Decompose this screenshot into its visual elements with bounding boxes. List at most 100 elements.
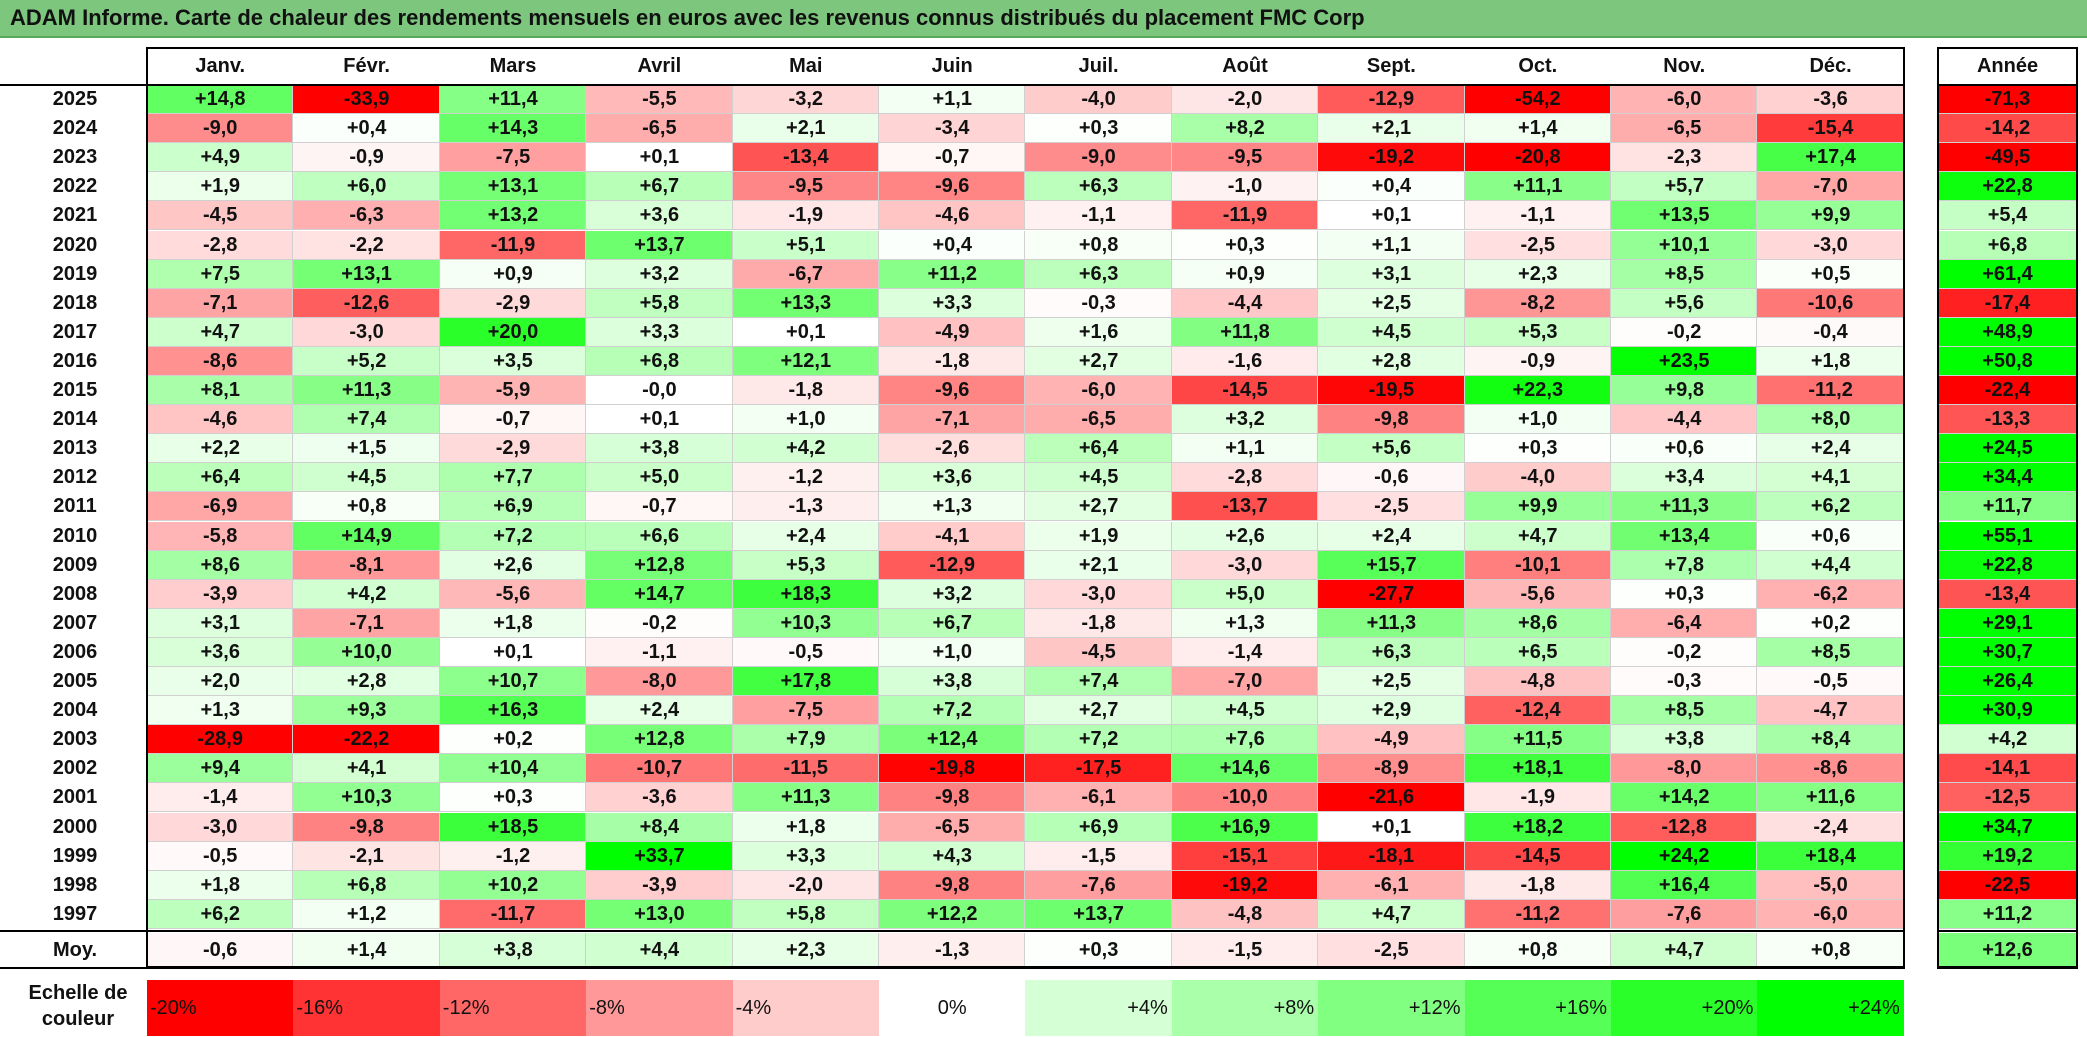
- annual-cell: [1938, 143, 2077, 173]
- heatmap-cell: [1171, 725, 1319, 755]
- heatmap-cell: [147, 346, 294, 376]
- heatmap-value: -2,4: [1813, 815, 1848, 838]
- heatmap-value: +3,5: [493, 349, 533, 372]
- heatmap-cell: [586, 172, 733, 202]
- heatmap-cell: [586, 143, 733, 173]
- heatmap-cell: [1025, 114, 1172, 144]
- heatmap-cell: [1757, 230, 1904, 260]
- heatmap-cell: [1464, 114, 1611, 144]
- annual-cell: [1938, 812, 2077, 842]
- heatmap-value: -27,7: [1368, 582, 1415, 605]
- heatmap-value: -19,5: [1368, 379, 1415, 401]
- annual-cell: [1938, 637, 2077, 667]
- heatmap-cell: [1611, 405, 1758, 435]
- heatmap-cell: [879, 899, 1026, 929]
- heatmap-cell: [732, 405, 879, 435]
- heatmap-cell: [1611, 521, 1758, 551]
- heatmap-cell: [586, 434, 733, 464]
- annual-value: +55,1: [1982, 524, 2033, 547]
- heatmap-cell: [293, 783, 440, 813]
- heatmap-value: +11,1: [1513, 175, 1563, 198]
- column-header: Avril: [637, 55, 682, 77]
- heatmap-value: -0,0: [642, 379, 677, 401]
- heatmap-value: -3,9: [642, 873, 677, 896]
- annual-cell: [1938, 230, 2077, 260]
- heatmap-value: +2,7: [1078, 349, 1119, 372]
- heatmap-value: +1,9: [1078, 524, 1119, 547]
- heatmap-value: +1,0: [1518, 408, 1558, 431]
- heatmap-cell: [293, 550, 440, 580]
- heatmap-value: -0,3: [1081, 291, 1116, 314]
- annual-value: +11,2: [1982, 902, 2033, 925]
- heatmap-cell: [1464, 696, 1611, 726]
- heatmap-cell: [1025, 288, 1172, 318]
- heatmap-cell: [1464, 376, 1611, 406]
- heatmap-value: -8,0: [1666, 757, 1702, 780]
- annual-value: +48,9: [1982, 320, 2033, 343]
- heatmap-cell: [1464, 608, 1611, 638]
- column-header: Déc.: [1809, 55, 1852, 77]
- heatmap-value: -3,6: [1813, 88, 1848, 110]
- heatmap-value: -18,1: [1368, 844, 1415, 867]
- heatmap-cell: [1757, 463, 1904, 493]
- heatmap-value: -4,9: [934, 320, 970, 343]
- heatmap-cell: [732, 317, 879, 347]
- heatmap-value: +0,4: [932, 233, 972, 256]
- heatmap-cell: [1025, 754, 1172, 784]
- heatmap-value: +7,5: [200, 262, 240, 285]
- heatmap-cell: [1464, 899, 1611, 929]
- heatmap-cell: [879, 637, 1026, 667]
- heatmap-cell: [732, 172, 879, 202]
- heatmap-cell: [879, 405, 1026, 435]
- heatmap-cell: [293, 492, 440, 522]
- column-header: Nov.: [1663, 55, 1706, 77]
- heatmap-value: +0,2: [1810, 611, 1851, 634]
- heatmap-value: +9,9: [1810, 204, 1851, 227]
- year-label: 2021: [52, 204, 98, 227]
- heatmap-value: +7,4: [1078, 670, 1119, 692]
- heatmap-value: -9,8: [349, 815, 384, 838]
- annual-value: +34,7: [1982, 815, 2033, 838]
- average-cell: [439, 932, 587, 967]
- heatmap-cell: [293, 696, 440, 726]
- heatmap-cell: [1025, 608, 1172, 638]
- heatmap-cell: [586, 317, 733, 347]
- heatmap-value: +8,0: [1810, 408, 1851, 431]
- heatmap-cell: [1025, 899, 1172, 929]
- annual-cell: [1938, 783, 2077, 813]
- heatmap-value: +6,3: [1371, 640, 1412, 663]
- average-value: +0,3: [1078, 938, 1119, 961]
- heatmap-cell: [439, 376, 587, 406]
- heatmap-cell: [1171, 696, 1319, 726]
- annual-cell: [1938, 492, 2077, 522]
- heatmap-cell: [293, 201, 440, 231]
- annual-cell: [1938, 346, 2077, 376]
- heatmap-cell: [439, 405, 587, 435]
- annual-cell: [1938, 608, 2077, 638]
- heatmap-value: +0,3: [493, 786, 533, 809]
- heatmap-value: -0,3: [1666, 670, 1702, 692]
- heatmap-value: -6,1: [1081, 786, 1116, 809]
- heatmap-cell: [439, 521, 587, 551]
- heatmap-cell: [1318, 492, 1465, 522]
- heatmap-value: -6,1: [1374, 873, 1409, 896]
- heatmap-value: +8,4: [639, 815, 680, 838]
- heatmap-value: -22,2: [343, 728, 390, 751]
- heatmap-cell: [1318, 608, 1465, 638]
- heatmap-cell: [1171, 754, 1319, 784]
- heatmap-cell: [1025, 317, 1172, 347]
- heatmap-cell: [1171, 579, 1319, 609]
- heatmap-value: +0,8: [1078, 233, 1119, 256]
- column-header: Sept.: [1366, 55, 1416, 77]
- heatmap-cell: [1318, 317, 1465, 347]
- color-scale-swatch: [147, 980, 294, 1036]
- heatmap-value: +10,2: [487, 873, 539, 896]
- heatmap-value: -4,0: [1081, 88, 1116, 110]
- annual-cell: [1938, 667, 2077, 697]
- heatmap-cell: [1611, 667, 1758, 697]
- heatmap-cell: [293, 899, 440, 929]
- heatmap-value: +5,0: [639, 466, 680, 489]
- annual-value: +6,8: [1987, 233, 2028, 256]
- column-header: Mai: [789, 55, 823, 77]
- heatmap-value: -1,1: [642, 640, 677, 663]
